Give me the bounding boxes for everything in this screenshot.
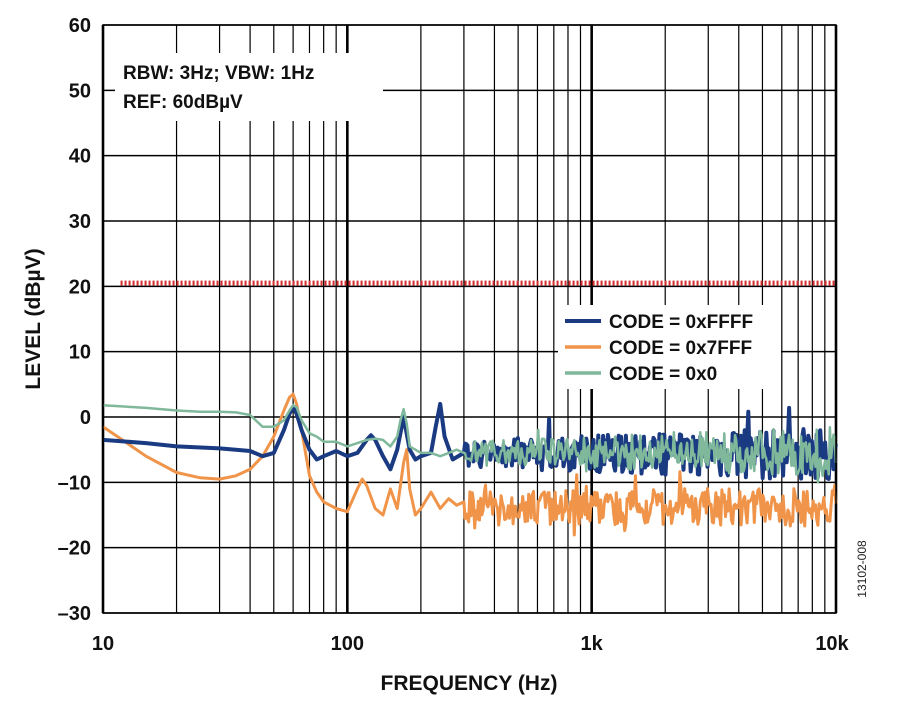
y-tick-label: 60 [69,15,91,37]
plot-frame [102,24,837,614]
y-tick-labels: –30 –20 –10 0 10 20 30 40 50 60 [58,15,91,625]
series-layer [102,392,838,537]
legend-label-code-0xffff: CODE = 0xFFFF [609,312,753,333]
y-tick-label: 30 [69,211,91,233]
x-tick-label: 1k [581,633,604,655]
legend-label-code-0x0: CODE = 0x0 [609,364,717,385]
x-tick-label: 10k [815,633,849,655]
annotation-line-rbw: RBW: 3Hz; VBW: 1Hz [123,63,314,84]
y-tick-label: 10 [69,342,91,364]
x-axis-title: FREQUENCY (Hz) [381,672,558,695]
y-axis-title: LEVEL (dBµV) [22,248,45,389]
y-tick-label: –10 [58,472,91,494]
y-tick-label: –20 [58,538,91,560]
legend-label-code-0x7fff: CODE = 0x7FFF [609,338,752,359]
series-line-code-0x7fff [102,392,838,537]
figure-id: 13102-008 [855,540,869,598]
x-tick-label: 100 [331,633,364,655]
x-tick-labels: 10 100 1k 10k [92,633,850,655]
y-tick-label: 20 [69,276,91,298]
annotation-box [115,53,383,121]
legend: CODE = 0xFFFF CODE = 0x7FFF CODE = 0x0 [558,305,781,389]
series-line-code-0x0 [102,403,838,484]
annotation-line-ref: REF: 60dBµV [123,92,243,113]
y-tick-label: 50 [69,80,91,102]
y-tick-label: –30 [58,603,91,625]
y-tick-label: 40 [69,146,91,168]
y-tick-label: 0 [80,407,91,429]
x-tick-label: 10 [92,633,114,655]
